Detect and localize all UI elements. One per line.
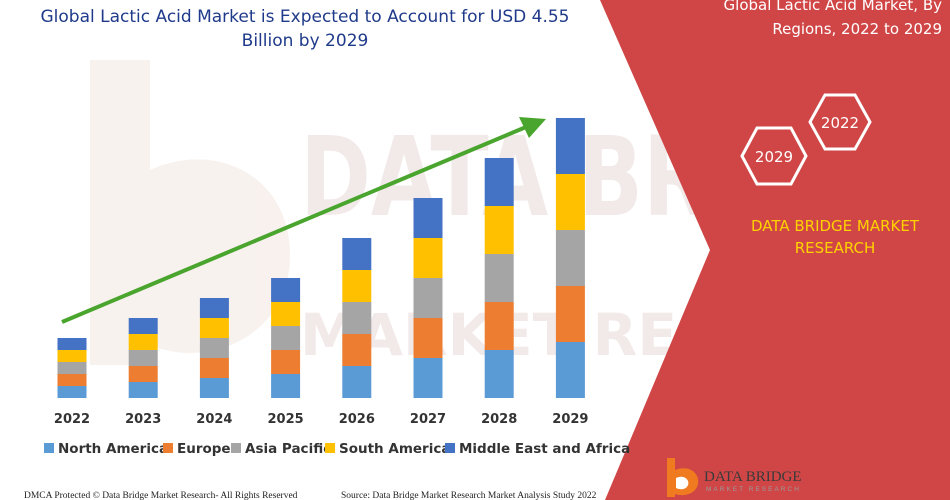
legend-label-south-america: South America xyxy=(339,441,450,457)
bar-2025-asia-pacific xyxy=(271,326,301,350)
x-tick-label-2029: 2029 xyxy=(552,412,588,427)
company-logo-tagline: MARKET RESEARCH xyxy=(706,486,801,493)
bar-2028-north-america xyxy=(484,350,514,398)
footer-copyright: DMCA Protected © Data Bridge Market Rese… xyxy=(24,490,298,500)
bar-2029-asia-pacific xyxy=(555,230,585,286)
bar-2026-europe xyxy=(342,334,372,366)
bar-2027-south-america xyxy=(413,238,443,278)
bar-2027-north-america xyxy=(413,358,443,398)
hexagon-2022-outline xyxy=(808,93,872,151)
bar-2024-asia-pacific xyxy=(199,338,229,358)
bar-2022-middle-east-and-africa xyxy=(57,338,87,350)
footer-source: Source: Data Bridge Market Research Mark… xyxy=(341,491,597,500)
legend-swatch-europe xyxy=(163,443,173,453)
side-panel-title-line-2: Regions, 2022 to 2029 xyxy=(772,20,942,38)
legend-swatch-asia-pacific xyxy=(231,443,241,453)
company-logo: DATA BRIDGE MARKET RESEARCH xyxy=(667,458,802,497)
bar-2022-europe xyxy=(57,374,87,386)
trend-arrow-line xyxy=(61,125,527,324)
bar-2026-north-america xyxy=(342,366,372,398)
bar-2025-south-america xyxy=(271,302,301,326)
bar-2024-middle-east-and-africa xyxy=(199,298,229,318)
x-tick-label-2028: 2028 xyxy=(481,412,517,427)
legend-label-middle-east-and-africa: Middle East and Africa xyxy=(459,441,630,457)
bar-2027-middle-east-and-africa xyxy=(413,198,443,238)
bar-2023-asia-pacific xyxy=(128,350,158,366)
side-panel-title-line-1: Global Lactic Acid Market, By xyxy=(724,0,943,14)
bar-2026-middle-east-and-africa xyxy=(342,238,372,270)
trend-arrow-head xyxy=(519,117,546,138)
legend-label-europe: Europe xyxy=(177,441,231,457)
legend-swatch-south-america xyxy=(325,443,335,453)
legend-swatch-middle-east-and-africa xyxy=(445,443,455,453)
bar-2029-europe xyxy=(555,286,585,342)
hexagon-2029-label: 2029 xyxy=(755,148,793,166)
bar-2024-south-america xyxy=(199,318,229,338)
bar-2025-europe xyxy=(271,350,301,374)
brand-name-line-1: DATA BRIDGE MARKET xyxy=(751,217,920,235)
company-logo-name: DATA BRIDGE xyxy=(704,469,802,485)
bar-2027-asia-pacific xyxy=(413,278,443,318)
watermark-logo-mark xyxy=(90,60,290,365)
bar-2024-europe xyxy=(199,358,229,378)
bar-2023-north-america xyxy=(128,382,158,398)
bar-2022-north-america xyxy=(57,386,87,398)
company-logo-mark-inner xyxy=(676,476,689,490)
bar-2028-asia-pacific xyxy=(484,254,514,302)
bar-2022-south-america xyxy=(57,350,87,362)
hexagon-2022: 2022 xyxy=(808,93,872,151)
bar-2024-north-america xyxy=(199,378,229,398)
bar-2028-south-america xyxy=(484,206,514,254)
bar-2023-europe xyxy=(128,366,158,382)
x-tick-label-2026: 2026 xyxy=(339,412,375,427)
bar-2027-europe xyxy=(413,318,443,358)
bar-2023-south-america xyxy=(128,334,158,350)
bar-2029-middle-east-and-africa xyxy=(555,118,585,174)
bar-2028-middle-east-and-africa xyxy=(484,158,514,206)
legend-swatch-north-america xyxy=(44,443,54,453)
legend-label-north-america: North America xyxy=(58,441,168,457)
hexagon-2022-label: 2022 xyxy=(821,114,859,132)
x-tick-label-2023: 2023 xyxy=(125,412,161,427)
x-tick-label-2025: 2025 xyxy=(268,412,304,427)
x-tick-label-2027: 2027 xyxy=(410,412,446,427)
chart-title-line-1: Global Lactic Acid Market is Expected to… xyxy=(40,7,569,27)
legend-label-asia-pacific: Asia Pacific xyxy=(245,441,331,457)
hexagon-2029: 2029 xyxy=(740,126,808,186)
bar-2026-south-america xyxy=(342,270,372,302)
trend-arrow xyxy=(61,117,546,324)
chart-title-line-2: Billion by 2029 xyxy=(242,31,369,51)
bar-2026-asia-pacific xyxy=(342,302,372,334)
x-tick-label-2024: 2024 xyxy=(196,412,232,427)
x-axis-tick-labels: 2022 2023 2024 2025 2026 2027 2028 2029 xyxy=(54,412,589,427)
bar-2023-middle-east-and-africa xyxy=(128,318,158,334)
bar-2029-south-america xyxy=(555,174,585,230)
bar-2028-europe xyxy=(484,302,514,350)
bar-2025-north-america xyxy=(271,374,301,398)
side-panel-background xyxy=(600,0,950,500)
brand-name-line-2: RESEARCH xyxy=(795,239,876,257)
bar-2029-north-america xyxy=(555,342,585,398)
bar-2025-middle-east-and-africa xyxy=(271,278,301,302)
chart-bars xyxy=(57,118,585,398)
bar-2022-asia-pacific xyxy=(57,362,87,374)
hexagon-2029-outline xyxy=(740,126,808,186)
x-tick-label-2022: 2022 xyxy=(54,412,90,427)
chart-legend: North America Europe Asia Pacific South Ame… xyxy=(44,441,630,457)
